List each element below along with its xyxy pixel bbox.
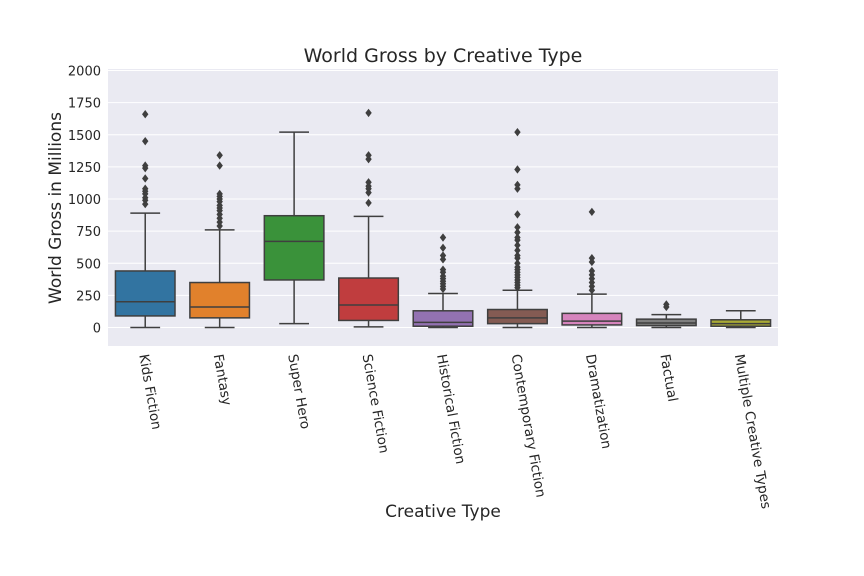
outlier-point — [514, 241, 521, 250]
x-tick-label: Contemporary Fiction — [508, 353, 549, 499]
outlier-point — [588, 207, 596, 217]
outlier-point — [514, 233, 521, 242]
outlier-point — [142, 184, 149, 193]
y-tick-label: 1750 — [68, 97, 101, 112]
box-iqr — [338, 277, 400, 322]
box-iqr — [189, 281, 251, 319]
outlier-point — [142, 110, 149, 119]
outlier-point — [588, 253, 596, 263]
outlier-point — [365, 151, 372, 160]
outlier-point — [216, 151, 223, 160]
outlier-point — [216, 161, 223, 170]
x-tick-label: Kids Fiction — [135, 353, 164, 431]
box-iqr — [412, 310, 474, 327]
y-tick-label: 1000 — [68, 193, 101, 208]
outlier-point — [514, 259, 521, 268]
outlier-point — [365, 108, 372, 118]
box-dramatization — [561, 207, 623, 329]
x-tick-label: Historical Fiction — [433, 353, 468, 465]
boxes — [114, 108, 772, 329]
outlier-point — [514, 128, 521, 137]
x-tick-label: Science Fiction — [359, 353, 392, 455]
box-science-fiction — [338, 108, 400, 328]
outlier-point — [142, 137, 149, 146]
box-iqr — [114, 270, 176, 317]
chart-title: World Gross by Creative Type — [304, 45, 583, 67]
box-iqr — [486, 308, 548, 325]
outlier-point — [439, 233, 447, 242]
box-super-hero — [263, 131, 325, 325]
x-axis-label: Creative Type — [385, 502, 501, 522]
outlier-point — [514, 210, 521, 219]
box-factual — [635, 300, 697, 329]
box-iqr — [263, 214, 325, 281]
x-tick-label: Dramatization — [582, 353, 614, 450]
box-kids-fiction — [114, 110, 176, 329]
y-tick-label: 250 — [76, 289, 101, 304]
outlier-point — [588, 266, 596, 276]
y-tick-label: 750 — [76, 225, 101, 240]
box-historical-fiction — [412, 233, 474, 329]
outlier-point — [365, 198, 372, 208]
outlier-point — [142, 174, 149, 183]
y-tick-label: 500 — [76, 257, 101, 272]
x-tick-label: Fantasy — [210, 353, 235, 407]
outlier-point — [514, 223, 521, 232]
y-tick-label: 0 — [93, 322, 101, 337]
outlier-point — [142, 161, 149, 170]
box-contemporary-fiction — [486, 128, 548, 329]
outlier-point — [514, 180, 521, 190]
x-tick-label: Super Hero — [284, 353, 313, 430]
x-tick-labels: Kids Fiction Fantasy Super Hero Science Fic… — [135, 353, 774, 510]
y-tick-label: 1250 — [68, 161, 101, 176]
box-fantasy — [189, 151, 251, 329]
outlier-point — [439, 265, 447, 274]
outlier-point — [439, 251, 447, 260]
x-tick-label: Factual — [656, 353, 680, 403]
outlier-point — [216, 189, 223, 199]
outlier-point — [439, 243, 447, 252]
outlier-point — [514, 246, 521, 255]
y-tick-labels: 0 250 500 750 1000 1250 1500 1750 2000 — [68, 65, 101, 337]
outlier-point — [365, 178, 372, 187]
outlier-point — [514, 251, 521, 260]
outlier-point — [514, 228, 521, 237]
box-iqr — [561, 312, 623, 326]
outlier-point — [663, 300, 670, 309]
outlier-point — [514, 165, 521, 174]
box-multiple-creative-types — [710, 310, 772, 329]
x-tick-label: Multiple Creative Types — [731, 353, 774, 510]
y-tick-label: 1500 — [68, 129, 101, 144]
y-axis-label: World Gross in Millions — [46, 112, 66, 304]
y-tick-label: 2000 — [68, 65, 101, 80]
